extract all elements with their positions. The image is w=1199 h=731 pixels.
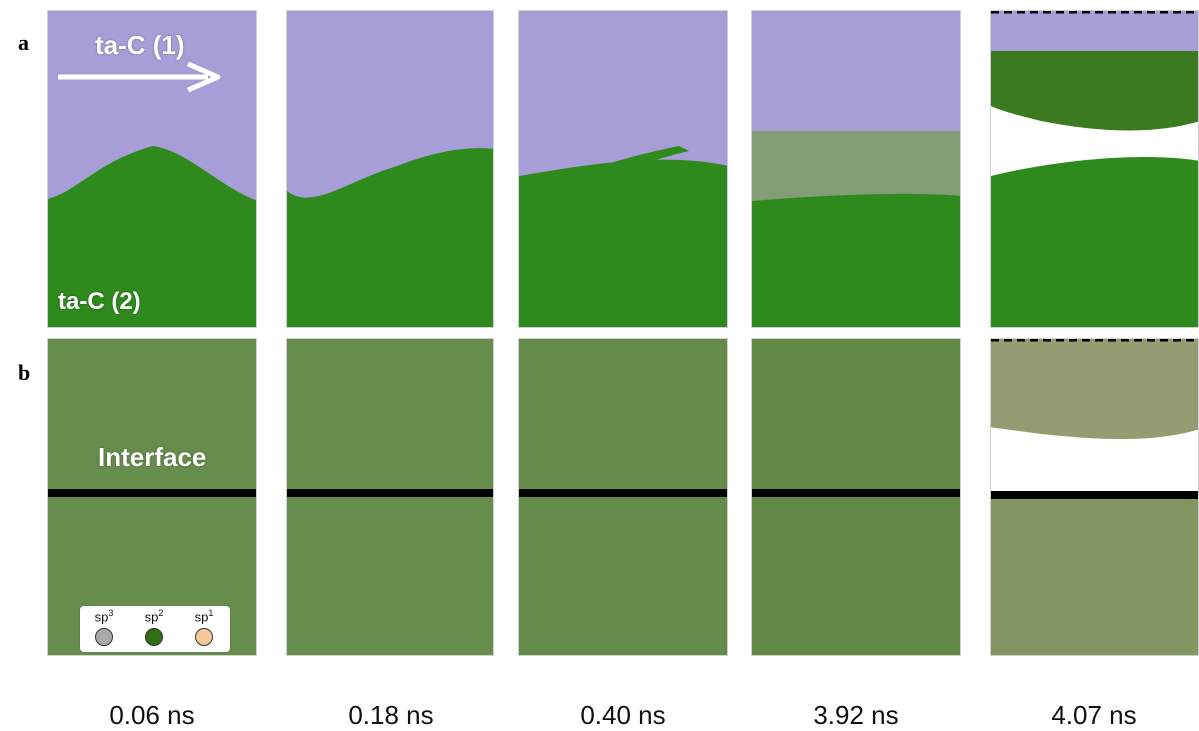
panel-b-5 xyxy=(990,338,1199,656)
label-top-material: ta-C (1) xyxy=(95,30,185,60)
legend-sp2-dot xyxy=(145,628,163,647)
snapshot-b-3 xyxy=(519,339,727,655)
label-bottom-material: ta-C (2) xyxy=(58,288,141,315)
legend-sp1-dot xyxy=(195,628,213,647)
snapshot-a-3 xyxy=(519,11,727,327)
time-label-1: 0.06 ns xyxy=(109,700,195,730)
legend-item-sp2: sp2 xyxy=(134,608,174,647)
snapshot-b-2 xyxy=(287,339,493,655)
hybridization-legend: sp3 sp2 sp1 xyxy=(80,606,230,652)
snapshot-b-5 xyxy=(991,339,1198,655)
legend-sp2-sup: 2 xyxy=(158,608,164,618)
snapshot-b-1 xyxy=(48,339,256,655)
snapshot-a-1 xyxy=(48,11,256,327)
legend-item-sp3: sp3 xyxy=(84,608,124,647)
time-label-4: 3.92 ns xyxy=(813,700,899,730)
snapshot-a-5 xyxy=(991,11,1198,327)
panel-b-1 xyxy=(47,338,257,656)
sliding-direction-arrow-icon xyxy=(58,62,221,92)
time-label-3: 0.40 ns xyxy=(580,700,666,730)
panel-b-3 xyxy=(518,338,728,656)
panel-a-3 xyxy=(518,10,728,328)
snapshot-a-4 xyxy=(752,11,960,327)
snapshot-b-4 xyxy=(752,339,960,655)
legend-sp3-dot xyxy=(95,628,113,647)
legend-sp1-label: sp xyxy=(194,609,209,625)
time-label-5: 4.07 ns xyxy=(1051,700,1137,730)
panel-a-2 xyxy=(286,10,494,328)
legend-sp3-sup: 3 xyxy=(108,608,114,618)
row-label-a: a xyxy=(18,30,29,55)
row-label-b: b xyxy=(18,360,31,385)
legend-item-sp1: sp1 xyxy=(184,608,224,647)
snapshot-a-2 xyxy=(287,11,493,327)
panel-a-5 xyxy=(990,10,1199,328)
panel-a-4 xyxy=(751,10,961,328)
legend-sp2-label: sp xyxy=(144,609,159,625)
panel-a-1 xyxy=(47,10,257,328)
panel-b-2 xyxy=(286,338,494,656)
time-label-2: 0.18 ns xyxy=(348,700,434,730)
legend-sp3-label: sp xyxy=(94,609,109,625)
label-interface: Interface xyxy=(98,442,207,472)
panel-b-4 xyxy=(751,338,961,656)
legend-sp1-sup: 1 xyxy=(208,608,214,618)
